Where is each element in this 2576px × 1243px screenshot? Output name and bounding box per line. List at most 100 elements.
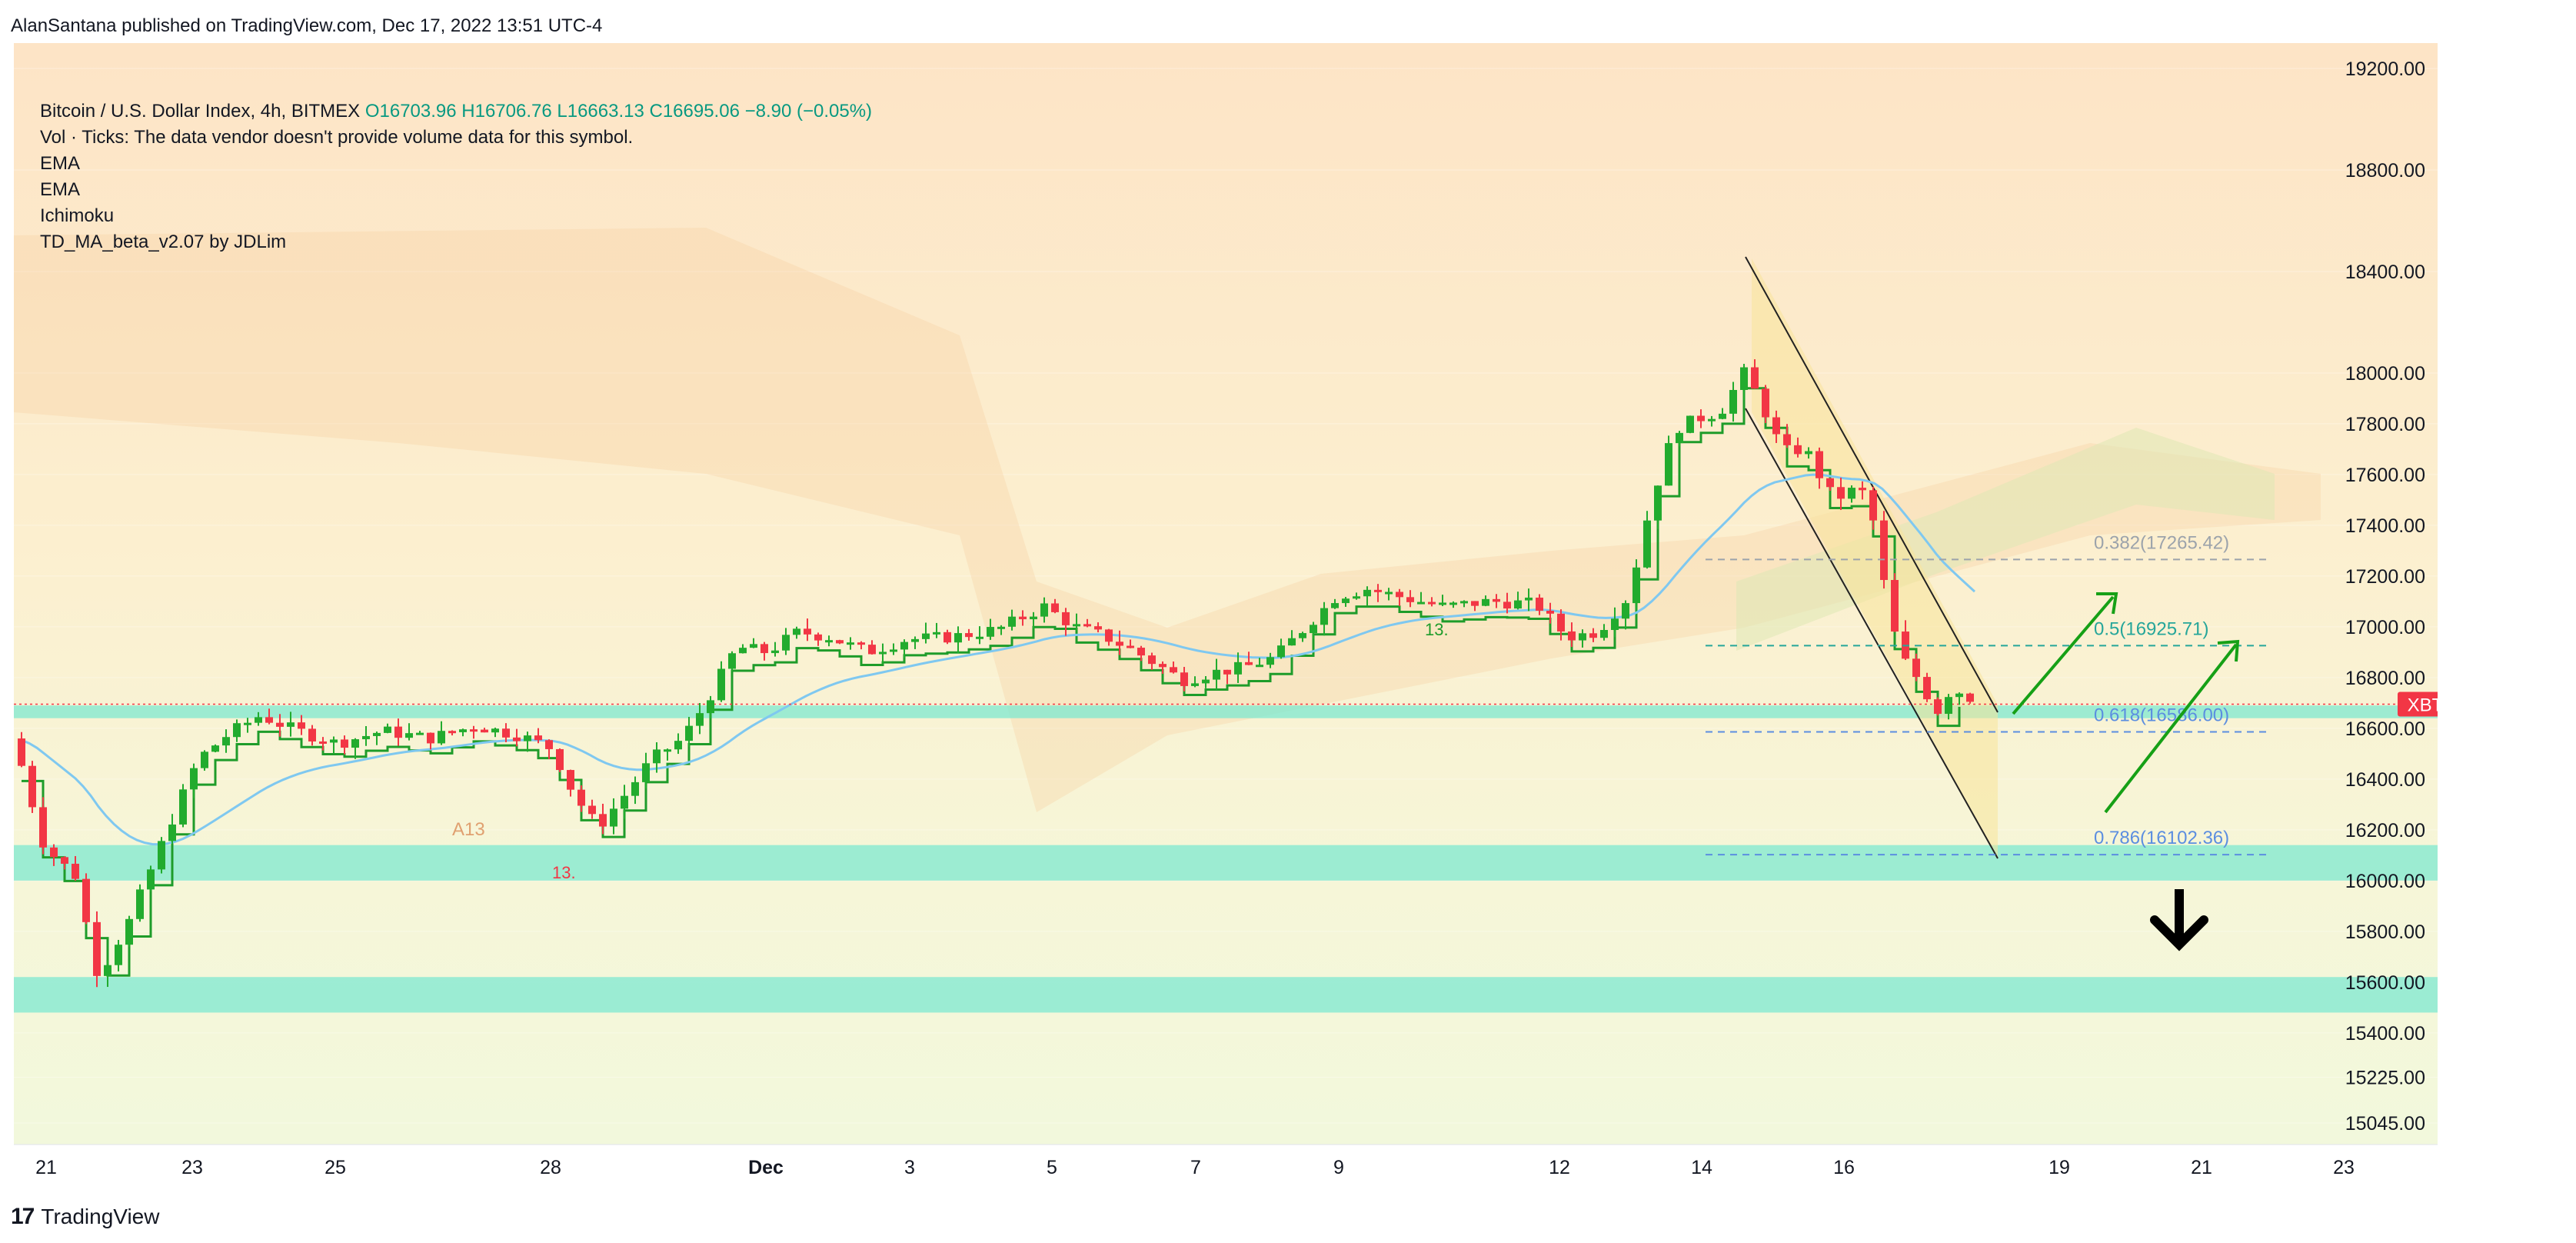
candle [190,763,198,798]
candle [416,731,424,735]
price-chart[interactable]: 0.382(17265.42) 0.5(16925.71) 0.618(16586.… [14,43,2438,1189]
candle [1170,661,1177,674]
candle-body [1729,389,1737,414]
candle [1514,592,1522,610]
candle [685,717,693,747]
candle [168,814,176,844]
candle [93,911,101,988]
candle [653,741,661,773]
candle [1686,415,1694,434]
candle [1019,610,1027,626]
candle-body [1751,367,1759,389]
candle [1837,477,1845,510]
support-zone [14,705,2438,718]
price-tick-label: 17800.00 [2345,414,2425,435]
candle-body [685,725,693,741]
candle-body [814,634,822,641]
candle [1945,694,1952,720]
chart-area[interactable]: 0.382(17265.42) 0.5(16925.71) 0.618(16586.… [14,43,2438,1189]
candle-body [1859,488,1866,491]
candle [1094,622,1102,633]
candle-body [976,636,983,639]
fib-level-label: 0.382(17265.42) [2094,532,2229,553]
candle [879,643,887,665]
candle [513,728,521,747]
candle-body [664,749,671,752]
candle [1955,692,1963,705]
candle-body [1019,616,1027,620]
candle-body [179,789,187,825]
candle-body [750,644,757,648]
candle-body [556,748,564,771]
candle [330,736,338,754]
candle-body [1051,603,1059,612]
candle [857,641,865,650]
candle-body [1363,589,1371,597]
candle-body [847,642,854,645]
candle-body [1202,679,1210,684]
candle [1213,658,1220,690]
legend-ichimoku[interactable]: Ichimoku [40,205,115,226]
candle [771,641,779,657]
time-tick-label: 25 [324,1157,346,1178]
candle-body [330,739,338,743]
candle [825,635,833,647]
candle [1697,409,1705,428]
candle [944,629,951,645]
tradingview-brand[interactable]: 17 TradingView [11,1201,159,1232]
price-tick-label: 16400.00 [2345,769,2425,791]
legend-ema-1[interactable]: EMA [40,153,81,174]
price-tick-label: 18000.00 [2345,363,2425,385]
candle [298,715,305,735]
candle-body [1923,677,1931,700]
candle [1266,652,1274,668]
candle [1891,573,1899,632]
candle-body [373,732,381,736]
candle [782,628,790,655]
price-tick-label: 17600.00 [2345,465,2425,486]
candle [427,732,434,750]
time-tick-label: 19 [2048,1157,2070,1178]
candle-body [642,763,650,782]
candle [793,626,800,639]
candle [1331,598,1339,609]
legend-td-ma[interactable]: TD_MA_beta_v2.07 by JDLim [40,232,287,252]
time-tick-label: 14 [1691,1157,1712,1178]
candle [1880,511,1888,589]
time-axis-bg [14,1145,2438,1189]
legend-ema-2[interactable]: EMA [40,179,81,200]
candle-body [158,841,165,870]
candle [1482,595,1489,607]
candle-body [1740,367,1748,390]
candle [750,638,757,648]
candle [1417,592,1425,605]
candle [470,725,478,739]
candle [717,661,725,702]
candle [1040,597,1048,623]
legend-symbol-row[interactable]: Bitcoin / U.S. Dollar Index, 4h, BITMEX … [40,98,872,125]
channel-lower-line [1745,408,1999,859]
candle-body [1708,418,1716,422]
candle [1676,431,1683,447]
candle-body [362,735,370,740]
candle-body [782,635,790,651]
candle [125,915,133,947]
candle-body [696,713,704,726]
candle-body [1191,683,1199,686]
candle-body [1310,625,1317,634]
price-tick-label: 16600.00 [2345,718,2425,740]
candle [922,622,930,644]
candle-body [621,795,628,809]
candle [351,738,359,759]
candle [179,784,187,828]
candle [459,728,467,737]
candle [674,733,682,755]
candle-body [599,814,607,827]
candle [534,728,542,744]
candle-body [793,628,800,635]
candle [599,803,607,835]
candle [1826,478,1834,491]
legend-volume[interactable]: Vol · Ticks: The data vendor doesn't pro… [40,127,634,148]
bearish-arrow-down-icon [2150,915,2208,951]
candle [1536,594,1543,615]
